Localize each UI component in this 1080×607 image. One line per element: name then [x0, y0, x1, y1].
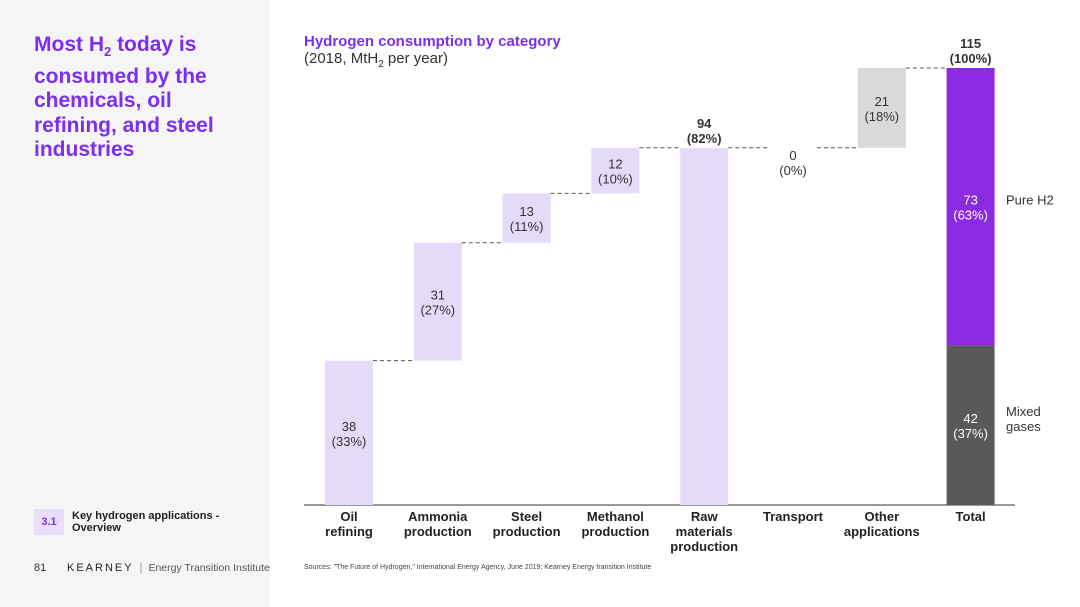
category-label: Transport: [763, 509, 824, 524]
data-label-value: 21: [875, 94, 889, 109]
category-label: Other: [864, 509, 899, 524]
category-label: Steel: [511, 509, 542, 524]
category-label: Methanol: [587, 509, 644, 524]
data-label-value: 115: [960, 36, 981, 51]
data-label-value: 13: [519, 204, 533, 219]
category-label: production: [404, 524, 472, 539]
data-label-pct: (82%): [687, 131, 722, 146]
legend-label: gases: [1006, 419, 1041, 434]
data-label-value: 12: [608, 157, 622, 172]
data-label-pct: (18%): [864, 109, 899, 124]
data-label-value: 42: [963, 411, 977, 426]
category-label: refining: [325, 524, 373, 539]
source-note: Sources: "The Future of Hydrogen," Inter…: [304, 564, 651, 571]
data-label-pct: (0%): [779, 163, 806, 178]
data-label-pct: (37%): [953, 426, 988, 441]
data-label-pct: (100%): [950, 51, 992, 66]
category-label: production: [493, 524, 561, 539]
category-label: materials: [676, 524, 733, 539]
data-label-value: 94: [697, 116, 712, 131]
legend-label: Mixed: [1006, 404, 1041, 419]
category-label: production: [670, 539, 738, 554]
category-label: Total: [956, 509, 986, 524]
data-label-pct: (10%): [598, 172, 633, 187]
category-label: applications: [844, 524, 920, 539]
data-label-value: 73: [963, 193, 977, 208]
legend-label: Pure H2: [1006, 193, 1054, 208]
data-label-pct: (27%): [420, 303, 455, 318]
data-label-pct: (33%): [332, 434, 367, 449]
data-label-value: 31: [431, 288, 445, 303]
data-label-value: 38: [342, 419, 356, 434]
category-label: production: [581, 524, 649, 539]
category-label: Oil: [340, 509, 357, 524]
bar-raw-materials-production: [680, 148, 728, 505]
category-label: Ammonia: [408, 509, 468, 524]
category-label: Raw: [691, 509, 719, 524]
data-label-pct: (11%): [510, 219, 544, 234]
data-label-value: 0: [789, 148, 796, 163]
data-label-pct: (63%): [953, 208, 988, 223]
